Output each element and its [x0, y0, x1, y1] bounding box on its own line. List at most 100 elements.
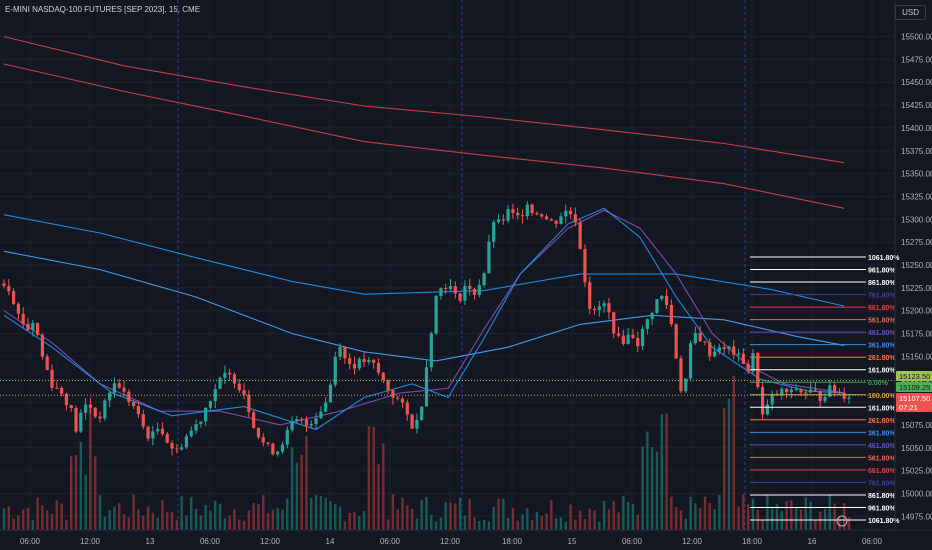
volume-bar	[689, 496, 692, 530]
volume-bar	[660, 414, 663, 530]
volume-bar	[713, 509, 716, 530]
candle-body	[7, 286, 11, 292]
candle-body	[50, 369, 54, 388]
candle-body	[631, 334, 635, 338]
volume-bar	[814, 520, 817, 530]
candle-body	[828, 385, 832, 397]
price-label: 15075.00	[901, 421, 932, 430]
volume-bar	[574, 519, 577, 530]
volume-bar	[367, 425, 371, 530]
candle-body	[338, 346, 342, 357]
candle-body	[453, 286, 457, 294]
volume-bar	[338, 506, 342, 530]
candle-body	[204, 407, 208, 422]
candle-body	[232, 374, 237, 384]
volume-bar	[775, 503, 779, 530]
volume-bar	[329, 501, 332, 530]
candle-body	[12, 291, 16, 304]
volume-bar	[137, 509, 140, 530]
price-label: 15450.00	[901, 78, 932, 87]
volume-bar	[794, 507, 798, 530]
volume-bar	[214, 500, 217, 530]
fib-level-label: 361.80%	[868, 430, 896, 437]
volume-bar	[170, 512, 174, 530]
candle-body	[160, 428, 165, 434]
candle-body	[808, 389, 813, 393]
volume-bar	[401, 497, 404, 530]
volume-bar	[79, 441, 83, 530]
volume-bar	[785, 500, 788, 530]
candle-body	[170, 442, 174, 449]
candle-body	[242, 390, 246, 395]
volume-bar	[444, 502, 447, 530]
candle-body	[770, 394, 774, 405]
volume-bar	[252, 502, 255, 530]
volume-bar	[382, 443, 385, 530]
volume-bar	[550, 499, 553, 530]
candle-body	[506, 209, 510, 221]
candle-body	[544, 216, 549, 220]
volume-bar	[463, 515, 467, 530]
candles	[2, 201, 851, 457]
candle-body	[799, 389, 803, 393]
candle-body	[410, 414, 414, 429]
candle-body	[650, 312, 654, 320]
volume-bar	[89, 407, 92, 530]
volume-bar	[770, 506, 774, 530]
volume-bar	[473, 517, 476, 530]
fib-level-label: 761.80%	[868, 480, 896, 487]
candle-body	[141, 414, 145, 427]
candle-body	[712, 351, 717, 357]
candle-body	[602, 303, 606, 307]
volume-bar	[751, 498, 755, 530]
volume-bar	[569, 504, 572, 530]
candle-body	[741, 353, 745, 364]
volume-bar	[46, 510, 49, 530]
price-label: 15500.00	[901, 33, 932, 42]
volume-bar	[190, 497, 193, 530]
volume-bar	[209, 510, 212, 530]
candle-body	[376, 362, 381, 373]
candle-body	[592, 308, 597, 311]
price-tag	[896, 393, 932, 403]
candle-body	[477, 285, 481, 295]
volume-bar	[598, 521, 601, 530]
candle-body	[2, 283, 6, 287]
candle-body	[194, 424, 198, 431]
candle-body	[213, 388, 217, 402]
price-label: 15175.00	[901, 330, 932, 339]
price-tag-label: 15107.50	[899, 394, 930, 403]
candle-body	[218, 377, 222, 389]
volume-bar	[742, 494, 745, 530]
currency-button[interactable]: USD	[895, 5, 926, 20]
volume-bar	[204, 505, 207, 530]
candle-body	[324, 402, 328, 412]
moving-average-line	[3, 214, 845, 307]
candle-body	[40, 334, 45, 357]
price-label: 15350.00	[901, 170, 932, 179]
volume-bar	[722, 408, 726, 530]
candle-body	[180, 447, 184, 450]
volume-bar	[674, 507, 678, 530]
volume-bar	[430, 514, 433, 530]
volume-bar	[194, 508, 198, 530]
time-label: 16	[808, 537, 817, 546]
volume-bar	[631, 504, 635, 530]
fib-level-label: 1061.80%	[868, 255, 900, 262]
candle-body	[492, 222, 496, 242]
volume-bar	[641, 446, 644, 530]
volume-bar	[622, 495, 625, 530]
volume-bar	[583, 518, 587, 530]
price-tag-label: 15109.25	[899, 383, 930, 392]
volume-bar	[454, 503, 457, 530]
volume-bar	[233, 509, 236, 530]
volume-bar	[257, 503, 260, 530]
candle-body	[708, 342, 712, 357]
volume-bar	[516, 520, 519, 530]
volume-bar	[127, 517, 131, 530]
fib-level-label: 961.80%	[868, 268, 896, 275]
candle-body	[794, 389, 798, 391]
fib-level-label: 461.80%	[868, 443, 896, 450]
